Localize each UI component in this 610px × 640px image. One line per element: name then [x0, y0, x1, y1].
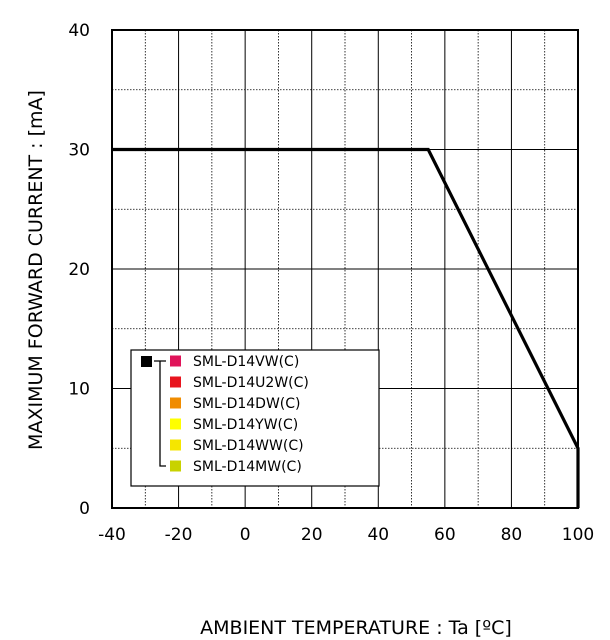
- legend-item: SML-D14DW(C): [170, 396, 301, 412]
- legend-item: SML-D14WW(C): [170, 438, 304, 454]
- y-tick-label: 30: [68, 141, 90, 161]
- legend-bracket: [154, 360, 166, 467]
- tick-labels: -40 -20 0 20 40 60 80 100 0 10 20 30 40: [68, 21, 594, 545]
- legend-swatch: [170, 439, 181, 451]
- y-tick-label: 40: [68, 21, 90, 41]
- legend-label: SML-D14WW(C): [193, 438, 304, 454]
- legend-swatch: [170, 376, 181, 388]
- y-axis-label: MAXIMUM FORWARD CURRENT : [mA]: [25, 90, 47, 450]
- legend-items: SML-D14VW(C) SML-D14U2W(C) SML-D14DW(C) SML…: [170, 354, 309, 475]
- legend-label: SML-D14YW(C): [193, 417, 298, 433]
- x-tick-label: 20: [301, 525, 323, 545]
- legend-swatch: [170, 460, 181, 472]
- x-tick-label: -20: [165, 525, 193, 545]
- legend-item: SML-D14U2W(C): [170, 375, 309, 391]
- legend-item: SML-D14MW(C): [170, 459, 302, 475]
- x-tick-label: 100: [562, 525, 594, 545]
- y-tick-label: 20: [68, 260, 90, 280]
- x-tick-label: 60: [434, 525, 456, 545]
- legend-swatch: [170, 418, 181, 430]
- legend-swatch: [170, 397, 181, 409]
- legend-item: SML-D14VW(C): [170, 354, 299, 370]
- legend-label: SML-D14MW(C): [193, 459, 302, 475]
- x-tick-label: 0: [240, 525, 251, 545]
- legend-label: SML-D14VW(C): [193, 354, 299, 370]
- x-tick-label: 40: [367, 525, 389, 545]
- grid: [112, 30, 578, 508]
- legend-swatch: [170, 355, 181, 367]
- legend: SML-D14VW(C) SML-D14U2W(C) SML-D14DW(C) SML…: [130, 349, 380, 487]
- x-tick-label: 80: [501, 525, 523, 545]
- x-tick-label: -40: [98, 525, 126, 545]
- legend-label: SML-D14DW(C): [193, 396, 301, 412]
- x-axis-label: AMBIENT TEMPERATURE : Ta [ºC]: [200, 617, 512, 639]
- y-tick-label: 10: [68, 380, 90, 400]
- y-tick-label: 0: [79, 499, 90, 519]
- legend-label: SML-D14U2W(C): [193, 375, 309, 391]
- legend-group-marker: [141, 356, 152, 367]
- legend-item: SML-D14YW(C): [170, 417, 298, 433]
- plot-frame: [111, 29, 579, 509]
